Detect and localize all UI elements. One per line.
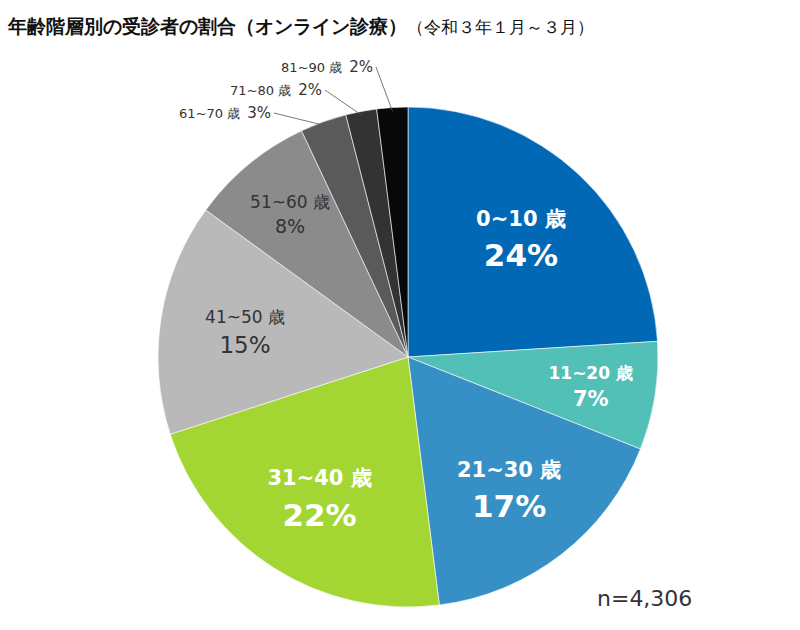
chart: 年齢階層別の受診者の割合（オンライン診療）（令和３年１月～３月） 0~10 歳 24… — [0, 0, 800, 630]
leader-line — [376, 67, 393, 111]
leader-line — [325, 90, 362, 115]
outer-label: 71~80 歳 2% — [230, 81, 322, 99]
annotation: n=4,306 — [597, 586, 692, 611]
subtitle: （令和３年１月～３月） — [407, 17, 594, 37]
slice-value: 7% — [573, 387, 609, 411]
title-line: 年齢階層別の受診者の割合（オンライン診療）（令和３年１月～３月） — [7, 15, 594, 37]
slice-name: 51~60 歳 — [250, 192, 330, 212]
slice-name: 21~30 歳 — [457, 458, 561, 482]
slice-value: 2% — [298, 81, 322, 99]
slice-name: 71~80 歳 — [230, 83, 291, 98]
slice-value: 8% — [275, 215, 305, 237]
slice — [377, 107, 408, 357]
slice-name: 41~50 歳 — [205, 307, 285, 327]
slice-value: 24% — [484, 237, 558, 273]
outer-label: 61~70 歳 3% — [179, 104, 271, 122]
slice-value: 15% — [219, 332, 270, 358]
outer-label: 81~90 歳 2% — [281, 58, 373, 76]
title: 年齢階層別の受診者の割合（オンライン診療） — [7, 15, 407, 37]
slice-value: 22% — [282, 497, 356, 533]
leader-line — [274, 113, 325, 126]
slice-name: 11~20 歳 — [548, 363, 632, 383]
slice-value: 17% — [472, 488, 546, 524]
slice-name: 81~90 歳 — [281, 60, 342, 75]
slice-name: 0~10 歳 — [476, 207, 566, 231]
slice — [408, 107, 658, 357]
slice-name: 61~70 歳 — [179, 106, 240, 121]
slice-value: 2% — [349, 58, 373, 76]
slices — [158, 107, 658, 607]
labels: 0~10 歳 24% 11~20 歳 7% 21~30 歳 17% 31~40 歳 22% 41… — [179, 58, 633, 533]
slice — [408, 357, 640, 605]
slice-value: 3% — [247, 104, 271, 122]
slice-name: 31~40 歳 — [267, 466, 371, 490]
